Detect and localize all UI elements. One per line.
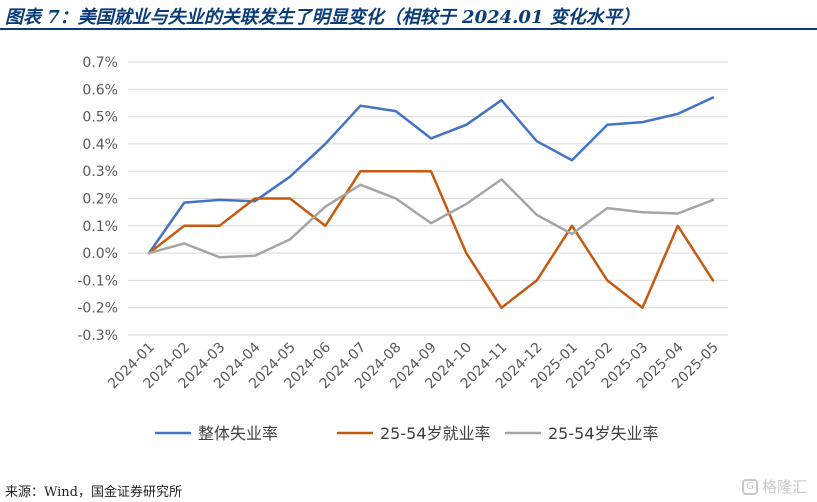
watermark-text: 格隆汇 [761,478,807,496]
legend-label: 整体失业率 [198,424,278,443]
y-tick-label: 0.5% [82,110,118,126]
y-tick-label: 0.2% [82,192,118,208]
y-tick-label: 0.4% [82,137,118,153]
y-tick-label: -0.2% [77,301,118,317]
chart-title: 图表 7：美国就业与失业的关联发生了明显变化（相较于 2024.01 变化水平） [5,7,640,28]
legend-label: 25-54岁就业率 [380,424,491,443]
source-note: 来源：Wind，国金证券研究所 [5,485,182,500]
series-line-3 [147,178,715,259]
y-tick-label: -0.1% [77,273,118,289]
line-chart: 0.7% 0.6% 0.5% 0.4% 0.3% 0.2% 0.1% 0.0% -0.1% -0.… [77,55,728,443]
watermark: G 格隆汇 [741,476,807,497]
legend-label: 25-54岁失业率 [548,424,659,443]
y-tick-label: 0.1% [82,219,118,235]
series-line-2 [147,169,715,309]
y-tick-label: 0.7% [82,55,118,71]
watermark-logo-icon: G [741,478,758,495]
y-tick-label: 0.0% [82,246,118,262]
series-line-1 [147,96,715,255]
title-bar: 图表 7：美国就业与失业的关联发生了明显变化（相较于 2024.01 变化水平） [0,0,817,30]
y-tick-label: 0.3% [82,164,118,180]
y-tick-label: 0.6% [82,82,118,98]
y-tick-label: -0.3% [77,328,118,344]
